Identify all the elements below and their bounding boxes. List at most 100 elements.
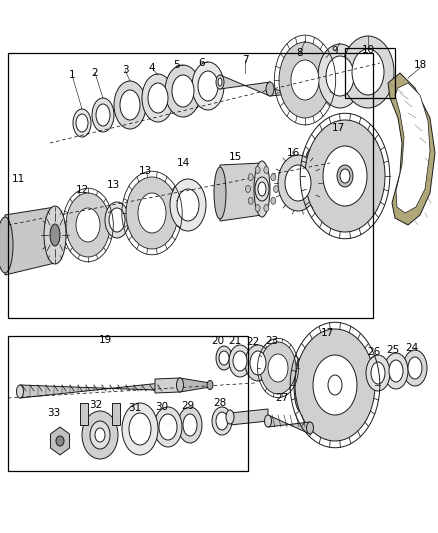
Ellipse shape (245, 345, 271, 381)
Ellipse shape (114, 81, 146, 129)
Bar (8, 336, 248, 471)
Bar (8, 53, 373, 318)
Ellipse shape (248, 174, 253, 181)
Ellipse shape (295, 329, 375, 441)
Ellipse shape (76, 208, 100, 242)
Ellipse shape (73, 109, 91, 137)
Bar (345, 48, 395, 98)
Text: 6: 6 (199, 58, 205, 68)
Text: 18: 18 (413, 60, 427, 70)
Ellipse shape (352, 49, 384, 95)
Ellipse shape (278, 155, 318, 211)
Ellipse shape (408, 357, 422, 379)
Ellipse shape (109, 208, 125, 232)
Ellipse shape (165, 65, 201, 117)
Ellipse shape (255, 166, 260, 173)
Ellipse shape (216, 412, 228, 430)
Text: 24: 24 (406, 343, 419, 353)
Ellipse shape (366, 355, 390, 391)
Ellipse shape (122, 403, 158, 455)
Ellipse shape (248, 197, 253, 204)
Ellipse shape (279, 42, 331, 118)
Ellipse shape (384, 353, 408, 389)
Ellipse shape (172, 75, 194, 107)
Ellipse shape (271, 174, 276, 181)
Text: 27: 27 (276, 393, 289, 403)
Ellipse shape (250, 351, 266, 375)
Ellipse shape (148, 83, 168, 113)
Text: 7: 7 (242, 55, 248, 65)
Text: 33: 33 (47, 408, 60, 418)
Ellipse shape (328, 375, 342, 395)
Text: 31: 31 (128, 403, 141, 413)
Ellipse shape (183, 414, 197, 436)
Text: 14: 14 (177, 158, 190, 168)
Text: 16: 16 (286, 148, 300, 158)
Text: 11: 11 (11, 174, 25, 184)
Text: 26: 26 (367, 347, 381, 357)
Ellipse shape (313, 355, 357, 415)
Polygon shape (20, 381, 180, 398)
Polygon shape (155, 378, 180, 393)
Text: 19: 19 (99, 335, 112, 345)
Text: 12: 12 (75, 185, 88, 195)
Ellipse shape (154, 407, 182, 447)
Text: 17: 17 (332, 123, 345, 133)
Ellipse shape (265, 415, 272, 427)
Text: 28: 28 (213, 398, 226, 408)
Ellipse shape (177, 378, 184, 392)
Ellipse shape (260, 342, 296, 394)
Ellipse shape (92, 98, 114, 132)
Text: 3: 3 (122, 65, 128, 75)
Text: 13: 13 (138, 166, 152, 176)
Ellipse shape (266, 82, 274, 96)
Ellipse shape (219, 351, 229, 365)
Polygon shape (50, 427, 70, 455)
Ellipse shape (126, 177, 178, 249)
Ellipse shape (138, 193, 166, 233)
Text: 32: 32 (89, 400, 102, 410)
Ellipse shape (76, 114, 88, 132)
Ellipse shape (66, 193, 110, 257)
Ellipse shape (285, 165, 311, 201)
Ellipse shape (214, 167, 226, 219)
Ellipse shape (258, 182, 266, 196)
Ellipse shape (216, 346, 232, 370)
Ellipse shape (216, 75, 224, 89)
Text: 29: 29 (181, 401, 194, 411)
Polygon shape (230, 409, 268, 425)
Ellipse shape (17, 385, 24, 398)
Ellipse shape (74, 211, 82, 239)
Ellipse shape (264, 166, 269, 173)
Ellipse shape (96, 104, 110, 126)
Ellipse shape (82, 411, 118, 459)
Ellipse shape (90, 421, 110, 449)
Ellipse shape (305, 120, 385, 232)
Bar (80, 403, 88, 425)
Ellipse shape (273, 185, 279, 192)
Ellipse shape (318, 44, 362, 108)
Ellipse shape (254, 161, 270, 217)
Ellipse shape (271, 197, 276, 204)
Ellipse shape (207, 381, 213, 390)
Ellipse shape (337, 165, 353, 187)
Polygon shape (220, 75, 270, 96)
Ellipse shape (134, 197, 142, 229)
Ellipse shape (294, 359, 306, 411)
Ellipse shape (105, 202, 129, 238)
Ellipse shape (142, 74, 174, 122)
Ellipse shape (255, 205, 260, 212)
Ellipse shape (129, 413, 151, 445)
Text: 9: 9 (332, 46, 338, 56)
Text: 23: 23 (265, 336, 279, 346)
Ellipse shape (342, 36, 394, 108)
Text: 25: 25 (386, 345, 399, 355)
Text: 2: 2 (92, 68, 98, 78)
Ellipse shape (192, 62, 224, 110)
Text: 30: 30 (155, 402, 169, 412)
Ellipse shape (56, 436, 64, 446)
Text: 21: 21 (228, 336, 242, 346)
Polygon shape (180, 378, 210, 392)
Ellipse shape (268, 354, 288, 382)
Ellipse shape (0, 217, 13, 273)
